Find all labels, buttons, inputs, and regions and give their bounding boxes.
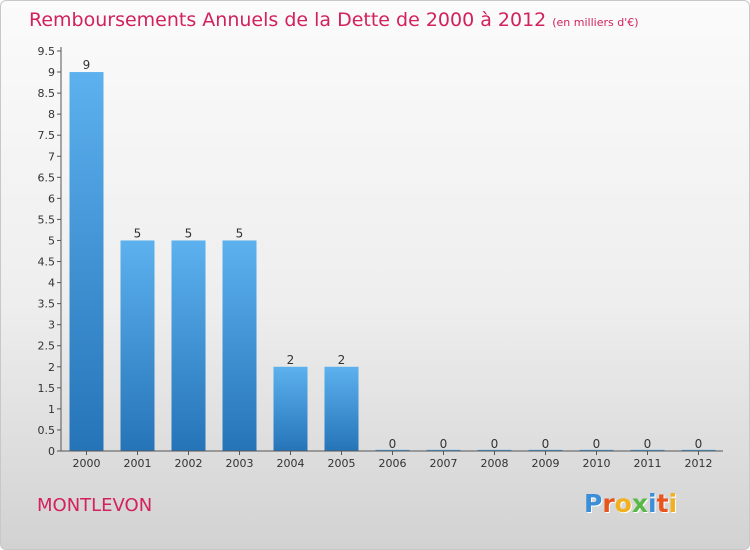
y-tick-label: 5 [48, 234, 55, 247]
bar-2002 [171, 240, 206, 451]
bar-2004 [273, 366, 308, 451]
y-tick-label: 2 [48, 361, 55, 374]
x-tick-label: 2012 [685, 457, 713, 470]
unit-note: (en milliers d'€) [552, 16, 639, 29]
x-tick-label: 2007 [430, 457, 458, 470]
x-tick-label: 2004 [277, 457, 305, 470]
x-tick-label: 2011 [634, 457, 662, 470]
y-tick-label: 8 [48, 108, 55, 121]
x-tick-label: 2006 [379, 457, 407, 470]
x-tick-label: 2005 [328, 457, 356, 470]
y-tick-label: 9 [48, 66, 55, 79]
y-tick-label: 1.5 [38, 382, 56, 395]
y-tick-label: 7.5 [38, 129, 56, 142]
x-tick-label: 2001 [124, 457, 152, 470]
bar-2010 [579, 449, 614, 451]
bar-2007 [426, 449, 461, 451]
x-tick-label: 2008 [481, 457, 509, 470]
bar-value-label: 0 [695, 437, 703, 451]
bar-value-label: 0 [389, 437, 397, 451]
x-tick-label: 2009 [532, 457, 560, 470]
bar-value-label: 0 [440, 437, 448, 451]
bar-2000 [69, 72, 104, 451]
y-tick-label: 4 [48, 277, 55, 290]
bar-2001 [120, 240, 155, 451]
bar-value-label: 5 [236, 226, 244, 240]
bar-value-label: 0 [644, 437, 652, 451]
bar-2009 [528, 449, 563, 451]
y-tick-label: 4.5 [38, 256, 56, 269]
y-tick-label: 9.5 [38, 45, 56, 58]
y-tick-label: 1 [48, 403, 55, 416]
y-tick-label: 5.5 [38, 213, 56, 226]
y-tick-label: 7 [48, 150, 55, 163]
bar-value-label: 0 [542, 437, 550, 451]
chart-title-block: Remboursements Annuels de la Dette de 20… [29, 9, 639, 31]
bar-2005 [324, 366, 359, 451]
x-tick-label: 2002 [175, 457, 203, 470]
bar-2006 [375, 449, 410, 451]
bar-value-label: 2 [287, 353, 295, 367]
x-tick-label: 2010 [583, 457, 611, 470]
chart-title: Remboursements Annuels de la Dette de 20… [29, 9, 547, 31]
y-tick-label: 3.5 [38, 298, 56, 311]
commune-name: MONTLEVON [37, 495, 153, 516]
y-tick-label: 8.5 [38, 87, 56, 100]
y-tick-label: 0 [48, 445, 55, 458]
bar-2003 [222, 240, 257, 451]
x-tick-label: 2003 [226, 457, 254, 470]
bar-value-label: 5 [134, 226, 142, 240]
bar-2011 [630, 449, 665, 451]
y-tick-label: 0.5 [38, 424, 56, 437]
x-tick-label: 2000 [73, 457, 101, 470]
proxiti-logo: Proxiti [584, 489, 678, 518]
bar-2012 [681, 449, 716, 451]
y-tick-label: 2.5 [38, 340, 56, 353]
bar-value-label: 0 [491, 437, 499, 451]
y-tick-label: 6.5 [38, 171, 56, 184]
bar-2008 [477, 449, 512, 451]
y-tick-label: 6 [48, 192, 55, 205]
y-axis: 0 0.5 1 1.5 2 2.5 3 3.5 4 4.5 5 5.5 6 6.5 7 7.5 8 8.5 9 9.5 [38, 45, 62, 458]
bar-value-label: 0 [593, 437, 601, 451]
bar-value-label: 2 [338, 353, 346, 367]
bar-value-label: 9 [83, 58, 91, 72]
bars: 9 5 5 5 2 2 0 0 0 0 0 0 0 [69, 58, 716, 451]
y-tick-label: 3 [48, 319, 55, 332]
x-axis: 2000 2001 2002 2003 2004 2005 2006 2007 2008 2009… [61, 450, 723, 470]
bar-value-label: 5 [185, 226, 193, 240]
